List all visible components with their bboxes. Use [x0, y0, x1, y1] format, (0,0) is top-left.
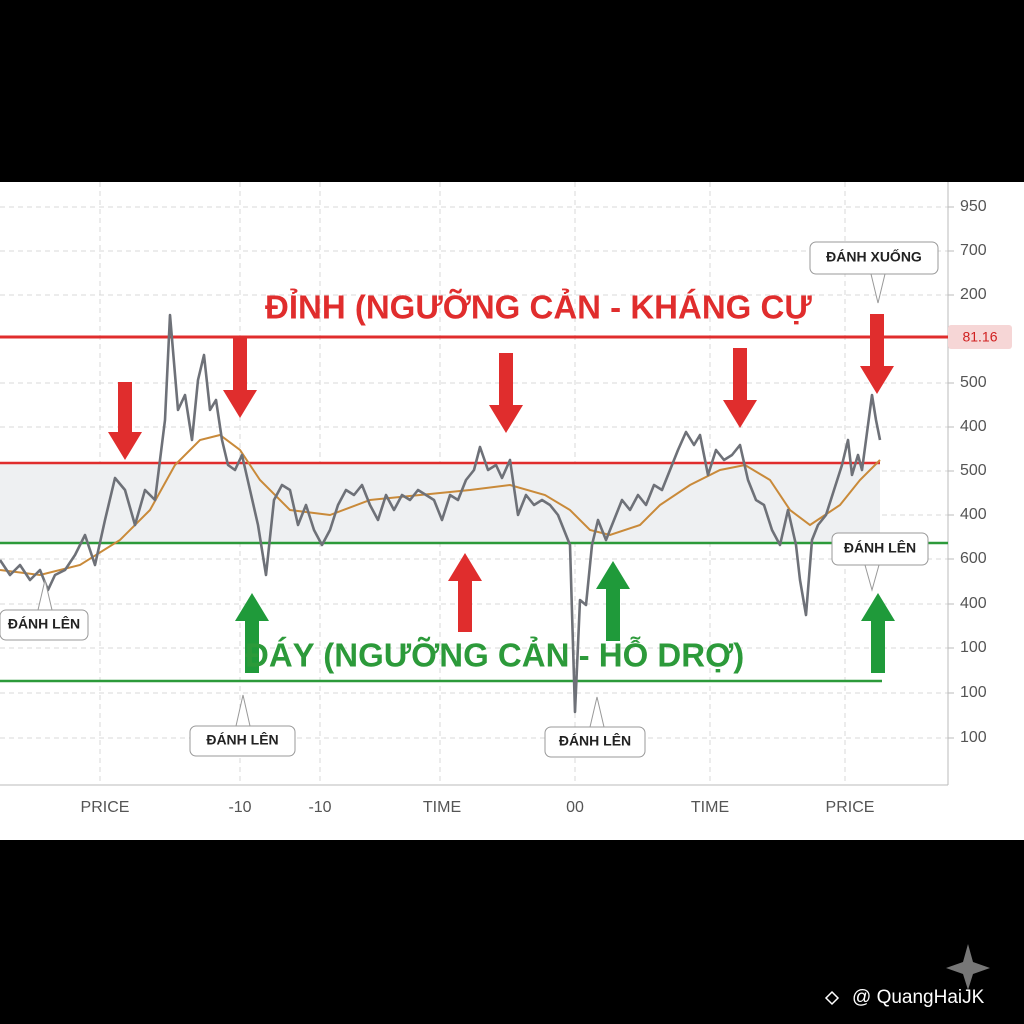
- arrow: [223, 338, 257, 418]
- y-axis-label: 600: [960, 550, 987, 567]
- x-axis-label: TIME: [691, 799, 729, 816]
- price-line: [0, 313, 882, 714]
- x-axis-label: -10: [228, 799, 251, 816]
- y-axis-label: 100: [960, 684, 987, 701]
- y-axis-label: 400: [960, 506, 987, 523]
- arrow: [723, 348, 757, 428]
- x-axis-label: -10: [308, 799, 331, 816]
- arrow: [861, 593, 895, 673]
- resistance-title: ĐỈNH (NGƯỠNG CẢN - KHÁNG CỰ: [265, 289, 812, 326]
- arrow: [596, 561, 630, 641]
- labels: 950 700 200 500 400 500 400 600 400 100 100 100 PRIC…: [0, 198, 987, 816]
- callout-pointer: [37, 579, 53, 611]
- arrow: [448, 553, 482, 632]
- arrow: [860, 314, 894, 394]
- y-axis-label: 400: [960, 595, 987, 612]
- watermark: @ QuangHaiJK: [852, 987, 985, 1008]
- callout-text: ĐÁNH XUỐNG: [826, 248, 922, 265]
- callout-box: [189, 725, 296, 757]
- y-axis-label: 100: [960, 639, 987, 656]
- callout-text: ĐÁNH LÊN: [559, 732, 631, 749]
- arrow: [108, 382, 142, 460]
- callout-text: ĐÁNH LÊN: [844, 539, 916, 556]
- callout-pointer: [870, 273, 886, 304]
- y-axis-label: 500: [960, 462, 987, 479]
- sparkle-icon: [946, 944, 990, 990]
- y-axis-label: 200: [960, 286, 987, 303]
- logo-icon: [824, 990, 840, 1006]
- callout-box: [0, 609, 89, 641]
- y-axis-label: 500: [960, 374, 987, 391]
- y-axis-label: 400: [960, 418, 987, 435]
- x-axis-label: PRICE: [81, 799, 130, 816]
- callout-text: ĐÁNH LÊN: [8, 615, 80, 632]
- price-badge-text: 81.16: [962, 329, 997, 345]
- arrow: [489, 353, 523, 433]
- callout-box: [831, 532, 929, 566]
- callout-pointer: [589, 696, 605, 728]
- y-axis-label: 100: [960, 729, 987, 746]
- callout-pointer: [235, 694, 251, 727]
- x-axis-label: PRICE: [826, 799, 875, 816]
- support-title: ĐÁY (NGƯỠNG CẢN - HỖ DRỢ): [245, 637, 744, 674]
- price-badge: [948, 325, 1012, 349]
- callout-text: ĐÁNH LÊN: [206, 731, 278, 748]
- arrow: [235, 593, 269, 673]
- x-axis-label: 00: [566, 799, 584, 816]
- x-axis-label: TIME: [423, 799, 461, 816]
- callout-pointer: [864, 564, 880, 592]
- y-axis-label: 950: [960, 198, 987, 215]
- callout-box: [809, 241, 939, 275]
- moving-average: [0, 433, 881, 577]
- callout-box: [544, 726, 646, 758]
- arrows: [108, 314, 895, 673]
- range-band: [0, 463, 880, 543]
- y-axis-label: 700: [960, 242, 987, 259]
